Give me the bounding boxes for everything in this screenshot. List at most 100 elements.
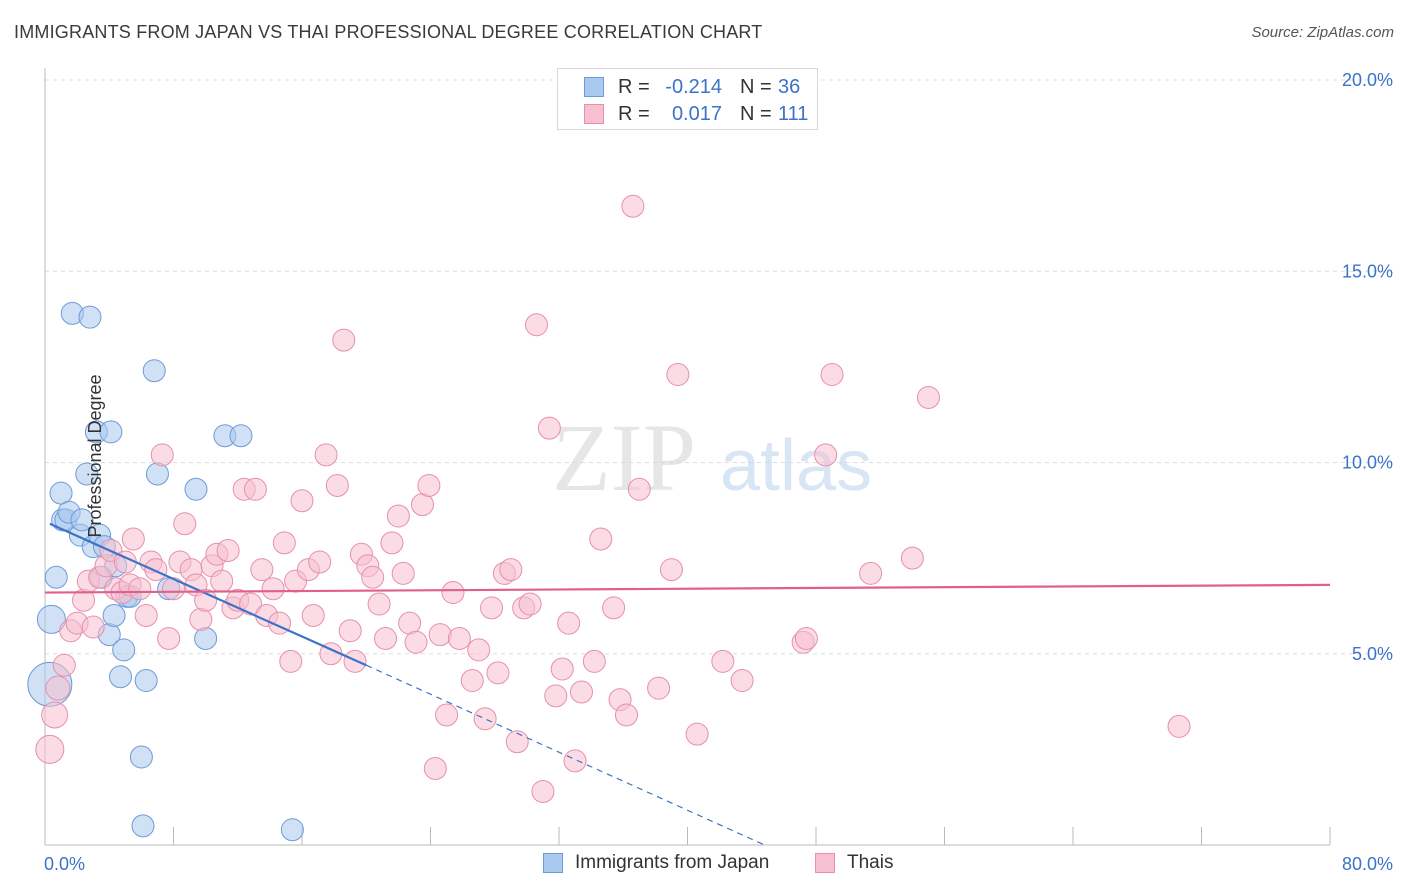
thais-point xyxy=(447,626,471,650)
n-value: 111 xyxy=(778,102,809,125)
thais-point xyxy=(374,626,398,650)
chart-title: IMMIGRANTS FROM JAPAN VS THAI PROFESSION… xyxy=(14,22,763,42)
watermark-atlas: atlas xyxy=(720,426,872,506)
legend-item-japan[interactable]: Immigrants from Japan xyxy=(543,852,769,874)
trend-lines xyxy=(44,522,1331,846)
thais-point xyxy=(486,661,510,685)
stats-row-thais: R = 0.017 N = 111 xyxy=(584,101,808,127)
japan-point xyxy=(145,462,169,486)
n-value: 36 xyxy=(778,75,801,98)
thais-point xyxy=(428,623,452,647)
thais-point xyxy=(435,703,459,727)
series-legend: Immigrants from Japan Thais xyxy=(0,852,1406,878)
thais-point xyxy=(338,619,362,643)
thais-point xyxy=(332,328,356,352)
watermark-zip: ZIP xyxy=(552,404,696,511)
thais-point xyxy=(659,558,683,582)
thais-point xyxy=(144,558,168,582)
japan-point xyxy=(102,604,126,627)
thais-point xyxy=(272,531,296,555)
japan-point xyxy=(44,565,68,589)
japan-point xyxy=(70,508,94,532)
gridlines xyxy=(45,79,1392,655)
legend-label-japan: Immigrants from Japan xyxy=(575,852,770,873)
n-label: N = xyxy=(740,75,772,98)
thais-point xyxy=(404,630,428,654)
thais-point xyxy=(550,657,574,681)
thais-point xyxy=(563,749,587,773)
thais-point xyxy=(162,577,185,601)
japan-point xyxy=(78,305,102,329)
thais-point xyxy=(859,561,883,585)
thais-point xyxy=(261,577,285,601)
thais-point xyxy=(216,538,240,562)
thais-point xyxy=(621,194,645,218)
y-tick-label: 20.0% xyxy=(1342,70,1393,90)
n-label: N = xyxy=(740,102,772,125)
japan-point xyxy=(134,669,158,693)
japan-trend-extension xyxy=(366,664,765,846)
thais-point xyxy=(480,596,504,620)
y-tick-label: 5.0% xyxy=(1352,644,1393,664)
y-axis-label: Professional Degree xyxy=(85,374,106,538)
source-label: Source: ZipAtlas.com xyxy=(1251,24,1394,41)
thais-point xyxy=(367,592,391,616)
thais-point xyxy=(589,527,613,551)
thais-point xyxy=(711,649,735,673)
r-value: -0.214 xyxy=(665,75,722,98)
thais-point xyxy=(52,653,76,677)
thais-point xyxy=(279,649,303,673)
japan-point xyxy=(99,420,123,444)
thais-point xyxy=(557,611,581,635)
thais-point xyxy=(505,730,529,754)
legend-label-thais: Thais xyxy=(847,852,894,873)
thais-point xyxy=(518,592,542,616)
x-tick-label-max: 80.0% xyxy=(1342,854,1393,874)
thais-point xyxy=(157,626,181,650)
thais-point xyxy=(41,701,69,729)
r-label: R = xyxy=(618,75,650,98)
thais-point xyxy=(460,669,484,693)
legend-swatch-japan xyxy=(584,77,604,97)
thais-point xyxy=(391,561,415,585)
tick-labels: 5.0% 10.0% 15.0% 20.0% 0.0% 80.0% xyxy=(44,70,1393,874)
thais-point xyxy=(301,604,325,627)
legend-swatch-japan xyxy=(543,853,563,873)
thais-point xyxy=(1167,714,1191,738)
thais-point xyxy=(81,615,105,639)
japan-point xyxy=(129,745,153,769)
thais-point xyxy=(685,722,709,746)
thais-point xyxy=(614,703,638,727)
japan-point xyxy=(36,604,66,634)
japan-point xyxy=(75,462,99,486)
thais-point xyxy=(499,558,523,582)
thais-point xyxy=(467,638,491,662)
thais-point xyxy=(250,558,274,582)
thais-point xyxy=(121,527,145,551)
thais-point xyxy=(380,531,404,555)
legend-item-thais[interactable]: Thais xyxy=(815,852,893,874)
thais-point xyxy=(243,477,267,501)
thais-point xyxy=(35,734,65,764)
thais-point xyxy=(647,676,671,700)
thais-point xyxy=(128,577,152,601)
japan-trend-line xyxy=(49,522,367,667)
thais-point xyxy=(308,550,332,574)
thais-point xyxy=(820,363,844,387)
thais-point xyxy=(814,443,838,467)
legend-swatch-thais xyxy=(584,104,604,124)
thais-point xyxy=(582,649,606,673)
japan-point xyxy=(131,814,155,838)
japan-point xyxy=(280,818,304,842)
thais-point xyxy=(537,416,561,440)
thais-point xyxy=(794,626,818,650)
thais-point xyxy=(45,675,71,701)
thais-trend-line xyxy=(44,583,1331,594)
thais-point xyxy=(531,779,555,803)
thais-point xyxy=(602,596,626,620)
thais-point xyxy=(210,569,234,593)
thais-point xyxy=(173,512,197,536)
thais-point xyxy=(473,707,497,731)
thais-point xyxy=(325,473,349,497)
